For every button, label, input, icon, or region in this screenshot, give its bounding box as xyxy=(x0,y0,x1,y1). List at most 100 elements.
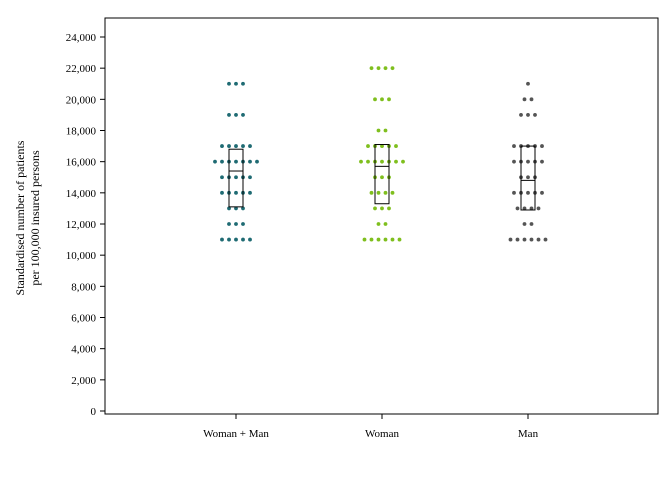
series-man xyxy=(508,81,548,242)
data-point xyxy=(234,113,238,117)
data-point xyxy=(526,159,530,164)
data-point xyxy=(536,237,541,242)
data-point xyxy=(540,159,544,164)
data-point xyxy=(234,81,238,86)
data-point xyxy=(255,159,259,164)
data-point xyxy=(390,66,395,71)
data-point xyxy=(543,237,548,242)
data-point xyxy=(220,190,224,195)
y-tick-label: 2,000 xyxy=(71,375,96,387)
data-point xyxy=(227,113,231,117)
data-point xyxy=(241,144,245,148)
data-point xyxy=(380,97,384,102)
data-point xyxy=(376,128,381,133)
data-point xyxy=(383,190,388,195)
y-tick-label: 24,000 xyxy=(66,32,97,44)
x-tick-label: Woman xyxy=(365,428,399,440)
data-point xyxy=(227,237,231,242)
data-point xyxy=(522,206,527,211)
data-point xyxy=(387,206,391,211)
data-point xyxy=(362,237,367,242)
y-axis: 0 2,000 4,000 6,000 8,000 10,000 12,000 14,000 1… xyxy=(66,32,105,418)
data-point xyxy=(369,237,374,242)
data-point xyxy=(383,222,388,226)
data-point xyxy=(519,113,523,117)
box-iqr xyxy=(374,144,390,205)
data-point xyxy=(394,159,398,164)
data-point xyxy=(220,144,224,148)
data-point xyxy=(241,222,245,226)
y-tick-label: 10,000 xyxy=(66,250,97,262)
x-axis: Woman + Man Woman Man xyxy=(203,414,539,440)
data-point xyxy=(376,222,381,226)
data-point xyxy=(366,144,370,148)
data-point xyxy=(248,190,252,195)
data-point xyxy=(234,222,238,226)
data-point xyxy=(380,175,384,180)
data-point xyxy=(540,144,544,148)
y-tick-label: 22,000 xyxy=(66,63,97,75)
data-point xyxy=(390,237,395,242)
data-point xyxy=(213,159,217,164)
data-point xyxy=(526,81,530,86)
data-point xyxy=(234,237,238,242)
data-point xyxy=(241,113,245,117)
data-point xyxy=(526,113,530,117)
data-point xyxy=(515,237,520,242)
y-axis-title-line-1: Standardised number of patients xyxy=(13,140,27,295)
data-point xyxy=(387,97,391,102)
data-point xyxy=(380,206,384,211)
y-tick-label: 20,000 xyxy=(66,94,97,106)
data-point xyxy=(508,237,513,242)
data-point xyxy=(248,144,252,148)
data-point xyxy=(227,206,231,211)
data-point xyxy=(359,159,363,164)
data-point xyxy=(241,81,245,86)
y-tick-label: 16,000 xyxy=(66,157,97,169)
y-tick-label: 18,000 xyxy=(66,126,97,138)
data-point xyxy=(248,237,252,242)
data-point xyxy=(526,175,530,180)
data-point xyxy=(248,159,252,164)
data-point xyxy=(380,144,384,148)
series-woman-man xyxy=(213,81,259,242)
data-point xyxy=(220,159,224,164)
data-point xyxy=(234,159,238,164)
data-point xyxy=(241,237,245,242)
data-point xyxy=(376,190,381,195)
data-point xyxy=(366,159,370,164)
data-point xyxy=(512,190,516,195)
data-point xyxy=(369,66,374,71)
series-woman xyxy=(359,66,405,242)
x-tick-label: Man xyxy=(518,428,539,440)
x-tick-label: Woman + Man xyxy=(203,428,269,440)
data-point xyxy=(234,175,238,180)
data-point xyxy=(522,237,527,242)
data-point xyxy=(248,175,252,180)
data-point xyxy=(529,97,534,102)
data-point xyxy=(220,175,224,180)
data-point xyxy=(390,190,395,195)
data-point xyxy=(401,159,405,164)
data-point xyxy=(376,237,381,242)
series-layer xyxy=(213,66,548,242)
data-point xyxy=(515,206,520,211)
data-point xyxy=(227,81,231,86)
data-point xyxy=(383,237,388,242)
data-point xyxy=(383,128,388,133)
data-point xyxy=(533,113,537,117)
data-point xyxy=(234,206,238,211)
data-point xyxy=(220,237,224,242)
plot-frame xyxy=(104,17,659,415)
y-tick-label: 0 xyxy=(91,406,97,418)
data-point xyxy=(522,222,527,226)
data-point xyxy=(536,206,541,211)
box-iqr xyxy=(520,145,536,211)
data-point xyxy=(227,222,231,226)
data-point xyxy=(512,144,516,148)
data-point xyxy=(369,190,374,195)
y-tick-label: 4,000 xyxy=(71,344,96,356)
data-point xyxy=(373,206,377,211)
data-point xyxy=(540,190,544,195)
